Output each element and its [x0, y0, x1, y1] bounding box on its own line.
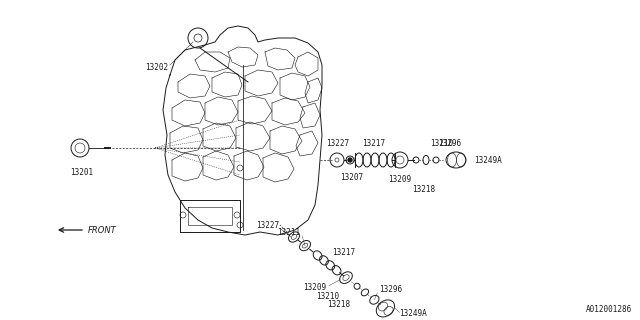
- Text: 13296: 13296: [438, 139, 461, 148]
- Text: 13209: 13209: [388, 175, 412, 184]
- Text: 13227: 13227: [326, 139, 349, 148]
- Text: 13217: 13217: [362, 139, 385, 148]
- Text: FRONT: FRONT: [88, 226, 116, 235]
- Text: 13218: 13218: [412, 185, 436, 194]
- Text: 13218: 13218: [327, 300, 350, 309]
- Text: A012001286: A012001286: [586, 305, 632, 314]
- Text: 13202: 13202: [145, 62, 168, 71]
- Text: 13296: 13296: [380, 285, 403, 294]
- Text: 13227: 13227: [256, 220, 279, 229]
- Text: 13249A: 13249A: [474, 156, 502, 164]
- Text: 13201: 13201: [70, 168, 93, 177]
- Text: 13207: 13207: [340, 173, 364, 182]
- Text: 13217: 13217: [332, 248, 355, 257]
- Circle shape: [348, 158, 352, 162]
- Text: 13211: 13211: [277, 228, 300, 237]
- Text: 13209: 13209: [303, 283, 326, 292]
- Text: 13249A: 13249A: [399, 309, 427, 318]
- Text: 13210: 13210: [430, 139, 453, 148]
- Text: 13210: 13210: [316, 292, 339, 301]
